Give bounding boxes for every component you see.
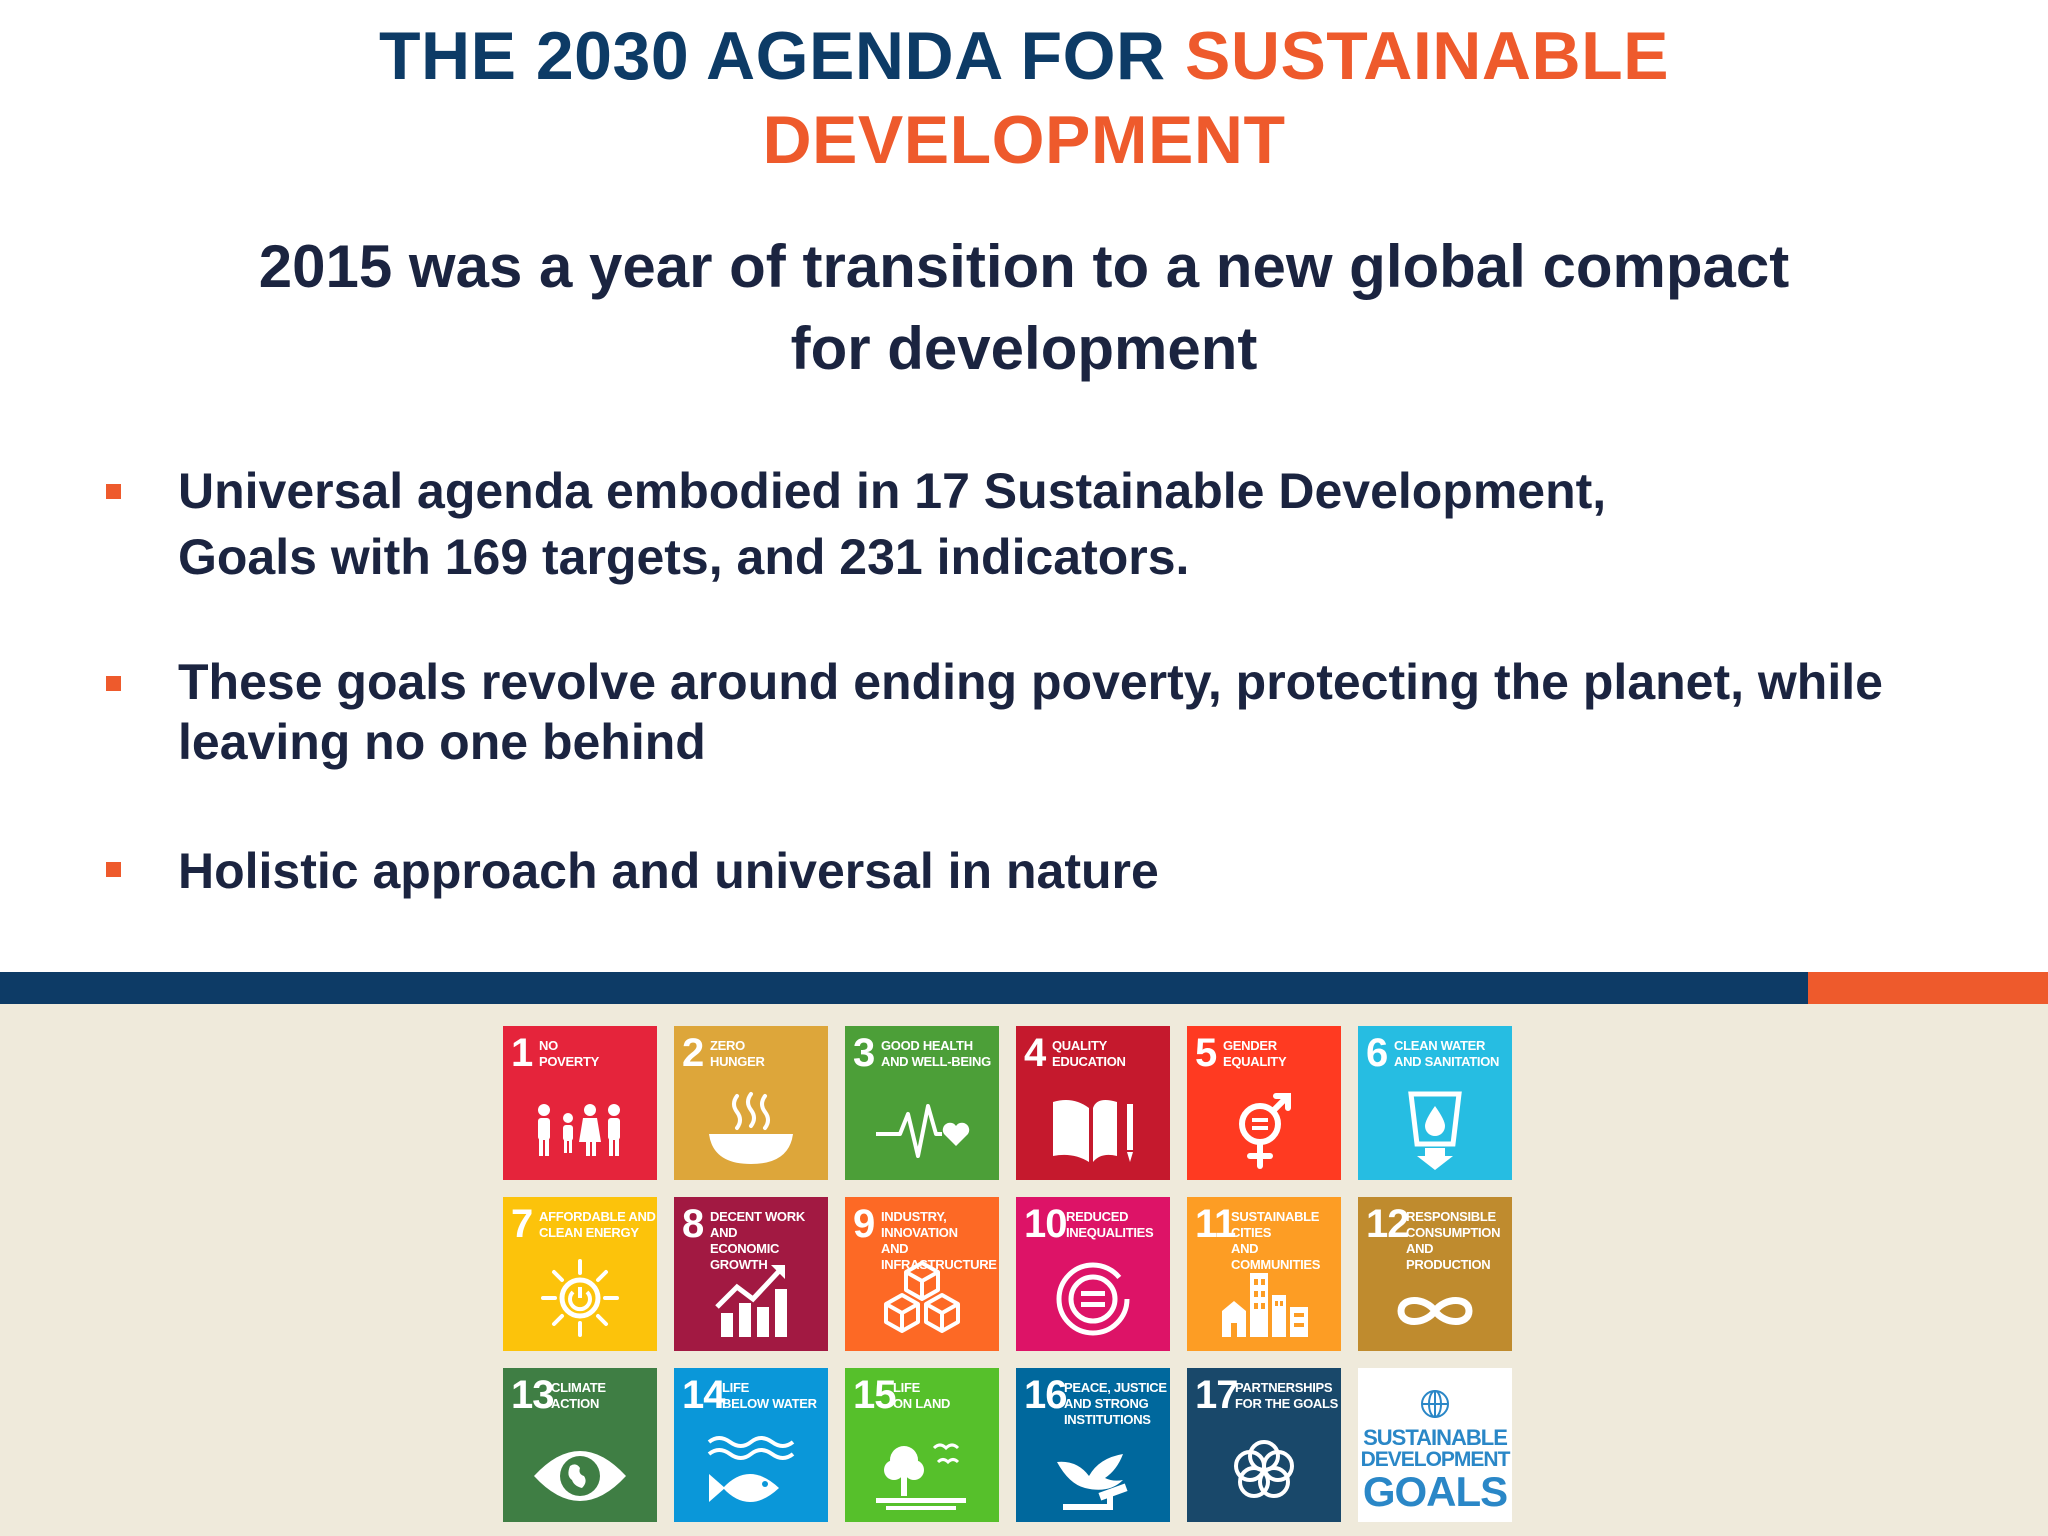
title-line-1: THE 2030 AGENDA FOR SUSTAINABLE (0, 14, 2048, 98)
sdg-tile-1: 1 No Poverty (503, 1026, 657, 1180)
sdg-number: 6 (1366, 1031, 1388, 1075)
heartbeat-icon (876, 1104, 970, 1158)
sdg-goals-grid: 1 No Poverty 2 Zero Hunger 3 Good Health… (503, 1026, 1512, 1524)
dove-icon (1057, 1454, 1128, 1510)
sdg-number: 11 (1195, 1202, 1236, 1246)
sdg-label: Sustainable Cities and Communities (1231, 1209, 1321, 1272)
sdg-number: 5 (1195, 1031, 1217, 1075)
sdg-number: 10 (1024, 1202, 1067, 1246)
sdg-tile-4: 4 Quality Education (1016, 1026, 1170, 1180)
sdg-label: Peace, Justice and Strong Institutions (1064, 1380, 1167, 1427)
sdg-number: 7 (511, 1202, 533, 1246)
sdg-number: 13 (511, 1373, 554, 1417)
gender-icon (1239, 1093, 1291, 1169)
title-line-2: DEVELOPMENT (762, 102, 1286, 178)
sdg-number: 12 (1366, 1202, 1409, 1246)
sdg-label: Climate Action (551, 1380, 606, 1411)
sdg-tile-11: 11 Sustainable Cities and Communities (1187, 1197, 1341, 1351)
sdg-number: 8 (682, 1202, 704, 1246)
sdg-tile-9: 9 Industry, Innovation and Infrastructur… (845, 1197, 999, 1351)
sdg-number: 16 (1024, 1373, 1067, 1417)
sdg-tile-17: 17 Partnerships for the Goals (1187, 1368, 1341, 1522)
sdg-wordmark-line-2: DEVELOPMENT (1360, 1448, 1511, 1471)
water-icon (1408, 1091, 1462, 1170)
sdg-label: No Poverty (539, 1038, 600, 1069)
un-emblem-icon (1421, 1390, 1449, 1418)
sdg-label: Reduced Inequalities (1066, 1209, 1154, 1240)
sdg-number: 15 (853, 1373, 896, 1417)
sdg-label: Good Health and Well-Being (881, 1038, 991, 1069)
fish-icon (707, 1436, 795, 1502)
slide-subtitle: 2015 was a year of transition to a new g… (0, 226, 2048, 390)
bullet-marker-icon (106, 484, 121, 499)
sdg-tile-5: 5 Gender Equality (1187, 1026, 1341, 1180)
sdg-label: Clean Water and Sanitation (1394, 1038, 1500, 1069)
equal-circle-icon (1056, 1262, 1130, 1336)
city-icon (1222, 1273, 1308, 1337)
sdg-tile-7: 7 Affordable and Clean Energy (503, 1197, 657, 1351)
sdg-number: 9 (853, 1202, 875, 1246)
infinity-icon (1397, 1297, 1473, 1325)
sdg-label: Decent Work and Economic Growth (710, 1209, 805, 1272)
title-part-orange: SUSTAINABLE (1184, 18, 1670, 94)
sdg-number: 2 (682, 1031, 704, 1075)
sdg-tile-8: 8 Decent Work and Economic Growth (674, 1197, 828, 1351)
divider-band-orange (1808, 972, 2048, 1004)
bullet-text-line: These goals revolve around ending povert… (178, 654, 1883, 710)
sun-power-icon (541, 1259, 619, 1337)
title-part-navy: THE 2030 AGENDA FOR (378, 18, 1185, 94)
sdg-tile-3: 3 Good Health and Well-Being (845, 1026, 999, 1180)
sdg-number: 14 (682, 1373, 725, 1417)
sdg-number: 3 (853, 1031, 875, 1075)
subtitle-line-2: for development (790, 315, 1258, 382)
sdg-number: 17 (1195, 1373, 1238, 1417)
bullet-marker-icon (106, 676, 121, 691)
family-icon (538, 1104, 620, 1156)
sdg-label: Affordable and Clean Energy (539, 1209, 656, 1240)
sdg-number: 1 (511, 1031, 533, 1075)
bullet-text: Holistic approach and universal in natur… (178, 838, 2038, 904)
sdg-label: Life Below Water (722, 1380, 817, 1411)
sdg-wordmark-line-1: SUSTAINABLE (1363, 1425, 1508, 1450)
sdg-tile-10: 10 Reduced Inequalities (1016, 1197, 1170, 1351)
tree-icon (876, 1443, 966, 1510)
bowl-icon (709, 1092, 793, 1164)
sdg-label: Responsible Consumption and Production (1406, 1209, 1501, 1272)
sdg-wordmark-logo: SUSTAINABLE DEVELOPMENT GOALS (1358, 1368, 1512, 1522)
bullet-text: These goals revolve around ending povert… (178, 652, 2038, 772)
sdg-label: Quality Education (1052, 1038, 1126, 1069)
sdg-wordmark-line-3: GOALS (1362, 1468, 1508, 1515)
growth-chart-icon (715, 1265, 787, 1337)
sdg-tile-13: 13 Climate Action (503, 1368, 657, 1522)
sdg-label: Zero Hunger (710, 1038, 765, 1069)
sdg-tile-12: 12 Responsible Consumption and Productio… (1358, 1197, 1512, 1351)
bullet-text-line: Holistic approach and universal in natur… (178, 843, 1159, 899)
sdg-label: Gender Equality (1223, 1038, 1287, 1069)
sdg-tile-16: 16 Peace, Justice and Strong Institution… (1016, 1368, 1170, 1522)
cubes-icon (884, 1261, 960, 1333)
bullet-marker-icon (106, 862, 121, 877)
sdg-tile-2: 2 Zero Hunger (674, 1026, 828, 1180)
bullet-text: Universal agenda embodied in 17 Sustaina… (178, 458, 2038, 590)
subtitle-line-1: 2015 was a year of transition to a new g… (258, 233, 1790, 300)
sdg-tile-6: 6 Clean Water and Sanitation (1358, 1026, 1512, 1180)
bullet-text-line: Universal agenda embodied in 17 Sustaina… (178, 463, 1607, 519)
eye-globe-icon (534, 1451, 626, 1501)
sdg-label: Partnerships for the Goals (1235, 1380, 1338, 1411)
slide-title: THE 2030 AGENDA FOR SUSTAINABLE DEVELOPM… (0, 14, 2048, 182)
divider-band-navy (0, 972, 1808, 1004)
rings-icon (1234, 1440, 1294, 1498)
sdg-number: 4 (1024, 1031, 1046, 1075)
bullet-text-line: Goals with 169 targets, and 231 indicato… (178, 529, 1190, 585)
bullet-text-line: leaving no one behind (178, 714, 706, 770)
sdg-label: Life On Land (893, 1380, 951, 1411)
sdg-tile-14: 14 Life Below Water (674, 1368, 828, 1522)
book-icon (1053, 1100, 1133, 1162)
sdg-tile-15: 15 Life On Land (845, 1368, 999, 1522)
